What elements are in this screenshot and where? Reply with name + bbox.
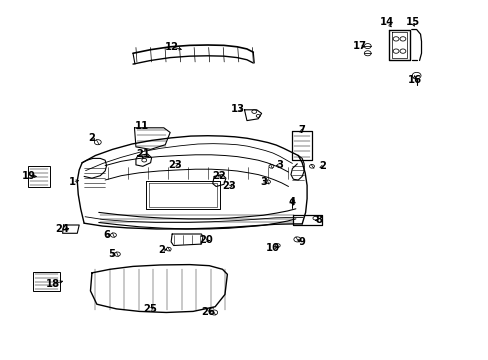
Text: 1: 1 bbox=[69, 177, 76, 187]
Text: 9: 9 bbox=[298, 237, 305, 247]
Text: 13: 13 bbox=[231, 104, 244, 114]
Text: 7: 7 bbox=[298, 125, 305, 135]
Text: 18: 18 bbox=[46, 279, 60, 289]
Text: 16: 16 bbox=[407, 75, 421, 85]
Text: 5: 5 bbox=[108, 249, 115, 259]
Text: 6: 6 bbox=[103, 230, 110, 240]
Text: 23: 23 bbox=[168, 160, 182, 170]
Text: 21: 21 bbox=[136, 149, 149, 159]
Text: 25: 25 bbox=[143, 304, 157, 314]
Text: 14: 14 bbox=[379, 17, 394, 27]
Text: 15: 15 bbox=[405, 17, 419, 27]
Text: 3: 3 bbox=[260, 177, 267, 187]
Text: 2: 2 bbox=[158, 245, 164, 255]
Text: 3: 3 bbox=[276, 160, 283, 170]
Text: 23: 23 bbox=[222, 181, 235, 192]
Text: 22: 22 bbox=[212, 171, 225, 181]
Text: 20: 20 bbox=[199, 235, 213, 246]
Text: 26: 26 bbox=[201, 307, 214, 318]
Text: 24: 24 bbox=[56, 224, 69, 234]
Text: 4: 4 bbox=[288, 197, 295, 207]
Text: 2: 2 bbox=[88, 132, 95, 143]
Text: 19: 19 bbox=[21, 171, 35, 181]
Text: 2: 2 bbox=[319, 161, 325, 171]
Text: 11: 11 bbox=[134, 121, 149, 131]
Text: 12: 12 bbox=[165, 42, 179, 52]
Text: 10: 10 bbox=[265, 243, 279, 253]
Text: 17: 17 bbox=[352, 41, 366, 51]
Text: 8: 8 bbox=[315, 215, 322, 225]
